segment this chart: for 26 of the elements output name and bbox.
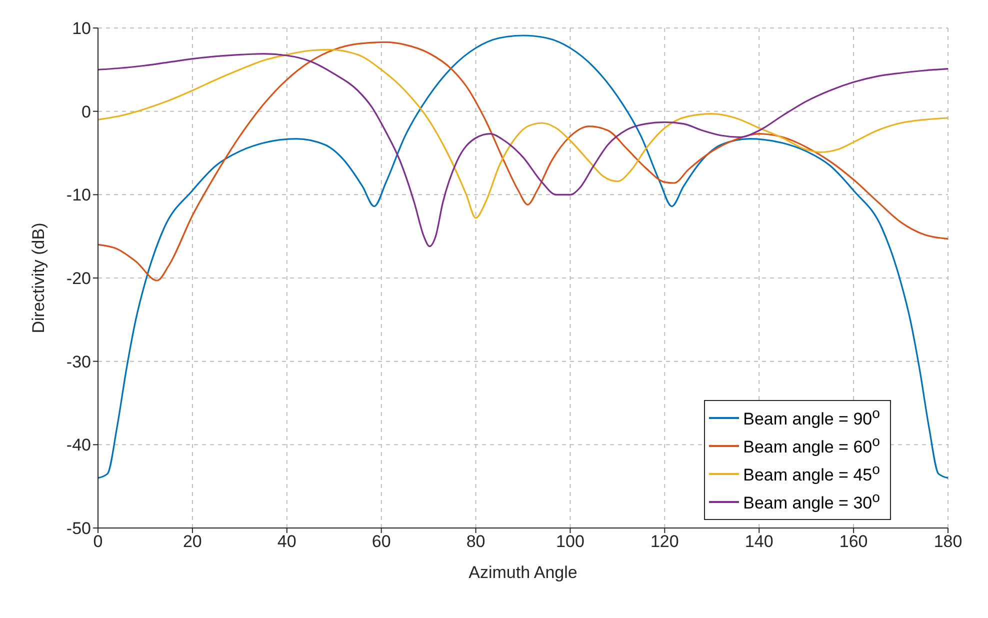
x-tick-label: 20 xyxy=(182,532,202,552)
legend-label: Beam angle = 60$^{o}$ xyxy=(743,434,880,458)
y-tick-label: 10 xyxy=(72,19,91,38)
y-tick-label: -10 xyxy=(66,186,91,205)
y-axis-title: Directivity (dB) xyxy=(29,222,48,334)
x-tick-label: 180 xyxy=(934,532,962,552)
legend-label: Beam angle = 90$^{o}$ xyxy=(743,406,880,430)
x-tick-label: 60 xyxy=(372,532,391,552)
x-tick-label: 80 xyxy=(466,532,486,552)
line-series xyxy=(98,53,948,248)
x-tick-label: 100 xyxy=(556,532,584,552)
legend-label: Beam angle = 30$^{o}$ xyxy=(743,490,880,514)
x-tick-label: 140 xyxy=(744,532,774,552)
legend-label: Beam angle = 45$^{o}$ xyxy=(743,462,880,486)
y-tick-label: 0 xyxy=(82,102,91,122)
x-axis-title: Azimuth Angle xyxy=(468,563,578,582)
line-series xyxy=(98,48,948,219)
y-tick-label: -20 xyxy=(66,269,91,288)
y-tick-label: -40 xyxy=(66,436,91,455)
x-tick-label: 40 xyxy=(277,532,296,552)
y-tick-label: -50 xyxy=(66,519,91,538)
line-series xyxy=(98,41,948,282)
x-tick-label: 160 xyxy=(839,532,868,552)
x-tick-label: 0 xyxy=(93,532,103,552)
x-tick-label: 120 xyxy=(650,532,679,552)
y-tick-label: -30 xyxy=(66,352,91,372)
